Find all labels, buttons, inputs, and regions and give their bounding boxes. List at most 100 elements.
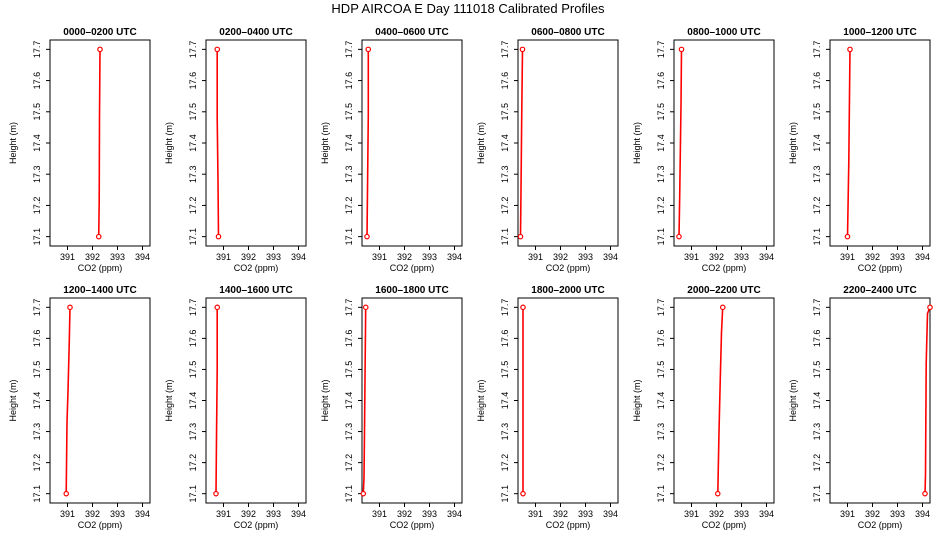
y-tick-label: 17.6 (656, 330, 666, 348)
x-tick-label: 392 (709, 509, 724, 519)
plot-frame (361, 297, 463, 504)
y-axis-label: Height (m) (632, 122, 642, 164)
x-tick-label: 391 (216, 509, 231, 519)
x-tick-label: 392 (865, 252, 880, 262)
x-tick-label: 393 (734, 509, 749, 519)
y-axis-label: Height (m) (320, 379, 330, 421)
profile-line (717, 307, 724, 494)
profile-line (65, 307, 71, 494)
y-axis-label: Height (m) (320, 122, 330, 164)
plot-frame (517, 39, 619, 247)
profile-point (517, 233, 524, 240)
y-tick-label: 17.2 (188, 197, 198, 215)
y-tick-label: 17.1 (812, 485, 822, 503)
y-axis-label: Height (m) (8, 122, 18, 164)
profile-point (927, 304, 933, 311)
y-tick-label: 17.2 (32, 454, 42, 472)
x-axis-label: CO2 (ppm) (546, 263, 591, 273)
plot-frame (517, 297, 619, 504)
y-tick-label: 17.2 (656, 197, 666, 215)
page-title: HDP AIRCOA E Day 111018 Calibrated Profi… (331, 1, 605, 16)
y-tick-label: 17.2 (344, 197, 354, 215)
profile-point (520, 304, 526, 311)
profile-line (924, 307, 931, 494)
y-tick-label: 17.7 (812, 41, 822, 59)
y-tick-label: 17.2 (500, 454, 510, 472)
y-axis-label: Height (m) (164, 122, 174, 164)
plot-frame (673, 297, 775, 504)
panel-title: 0600–0800 UTC (531, 27, 604, 38)
x-tick-label: 393 (422, 509, 437, 519)
x-tick-label: 393 (734, 252, 749, 262)
y-tick-label: 17.1 (188, 228, 198, 246)
y-axis-label: Height (m) (164, 379, 174, 421)
x-tick-label: 394 (759, 252, 774, 262)
y-tick-label: 17.4 (344, 134, 354, 152)
profile-point (847, 46, 853, 53)
panel-title: 0200–0400 UTC (219, 27, 292, 38)
plot-frame (829, 297, 931, 504)
panel-title: 1000–1200 UTC (843, 27, 916, 38)
y-tick-label: 17.3 (656, 165, 666, 183)
y-tick-label: 17.7 (32, 41, 42, 59)
y-tick-label: 17.1 (32, 228, 42, 246)
y-tick-label: 17.7 (188, 299, 198, 317)
x-tick-label: 391 (840, 252, 855, 262)
panel-5: 0800–1000 UTC 391 392 393 394 CO2 (ppm) 17.1 17… (632, 27, 775, 273)
x-tick-label: 391 (372, 509, 387, 519)
panel-10: 1800–2000 UTC 391 392 393 394 CO2 (ppm) 17.1 17… (476, 285, 619, 530)
profile-line (215, 307, 218, 494)
y-tick-label: 17.3 (500, 423, 510, 441)
y-tick-label: 17.6 (500, 72, 510, 90)
y-tick-label: 17.7 (188, 41, 198, 59)
plot-frame (673, 39, 775, 247)
panel-3: 0400–0600 UTC 391 392 393 394 CO2 (ppm) 17.1 17… (320, 27, 463, 273)
profile-line (678, 49, 683, 237)
panel-title: 1400–1600 UTC (219, 285, 292, 296)
y-tick-label: 17.3 (188, 165, 198, 183)
x-tick-label: 391 (372, 252, 387, 262)
x-axis-label: CO2 (ppm) (78, 520, 123, 530)
y-tick-label: 17.6 (812, 72, 822, 90)
x-tick-label: 393 (578, 252, 593, 262)
panel-title: 1200–1400 UTC (63, 285, 136, 296)
profile-line (519, 49, 524, 237)
y-tick-label: 17.5 (500, 103, 510, 121)
x-tick-label: 394 (603, 252, 618, 262)
y-tick-label: 17.3 (500, 165, 510, 183)
profile-line (97, 49, 101, 237)
x-axis-label: CO2 (ppm) (78, 263, 123, 273)
panel-title: 2000–2200 UTC (687, 285, 760, 296)
profile-point (97, 46, 103, 53)
y-tick-label: 17.1 (344, 485, 354, 503)
y-tick-label: 17.4 (812, 134, 822, 152)
y-tick-label: 17.1 (32, 485, 42, 503)
y-tick-label: 17.6 (656, 72, 666, 90)
panel-title: 1600–1800 UTC (375, 285, 448, 296)
y-tick-label: 17.3 (344, 165, 354, 183)
panel-title: 0400–0600 UTC (375, 27, 448, 38)
y-tick-label: 17.1 (344, 228, 354, 246)
x-tick-label: 393 (266, 252, 281, 262)
x-tick-label: 392 (865, 509, 880, 519)
y-tick-label: 17.5 (32, 361, 42, 379)
x-tick-label: 394 (291, 509, 306, 519)
x-tick-label: 391 (528, 252, 543, 262)
panel-9: 1600–1800 UTC 391 392 393 394 CO2 (ppm) 17.1 17… (320, 285, 463, 530)
panel-title: 1800–2000 UTC (531, 285, 604, 296)
x-axis-label: CO2 (ppm) (390, 263, 435, 273)
x-tick-label: 394 (135, 252, 150, 262)
x-tick-label: 392 (709, 252, 724, 262)
y-tick-label: 17.4 (812, 392, 822, 410)
x-axis-label: CO2 (ppm) (702, 520, 747, 530)
panel-11: 2000–2200 UTC 391 392 393 394 CO2 (ppm) 17.1 17… (632, 285, 775, 530)
y-tick-label: 17.3 (656, 423, 666, 441)
profile-point (922, 490, 928, 497)
profile-point (719, 304, 726, 311)
x-tick-label: 391 (60, 509, 75, 519)
profile-point (520, 490, 526, 497)
panel-1: 0000–0200 UTC 391 392 393 394 CO2 (ppm) 17.1 17… (8, 27, 151, 273)
x-tick-label: 394 (915, 252, 930, 262)
x-tick-label: 392 (553, 252, 568, 262)
y-axis-label: Height (m) (788, 379, 798, 421)
